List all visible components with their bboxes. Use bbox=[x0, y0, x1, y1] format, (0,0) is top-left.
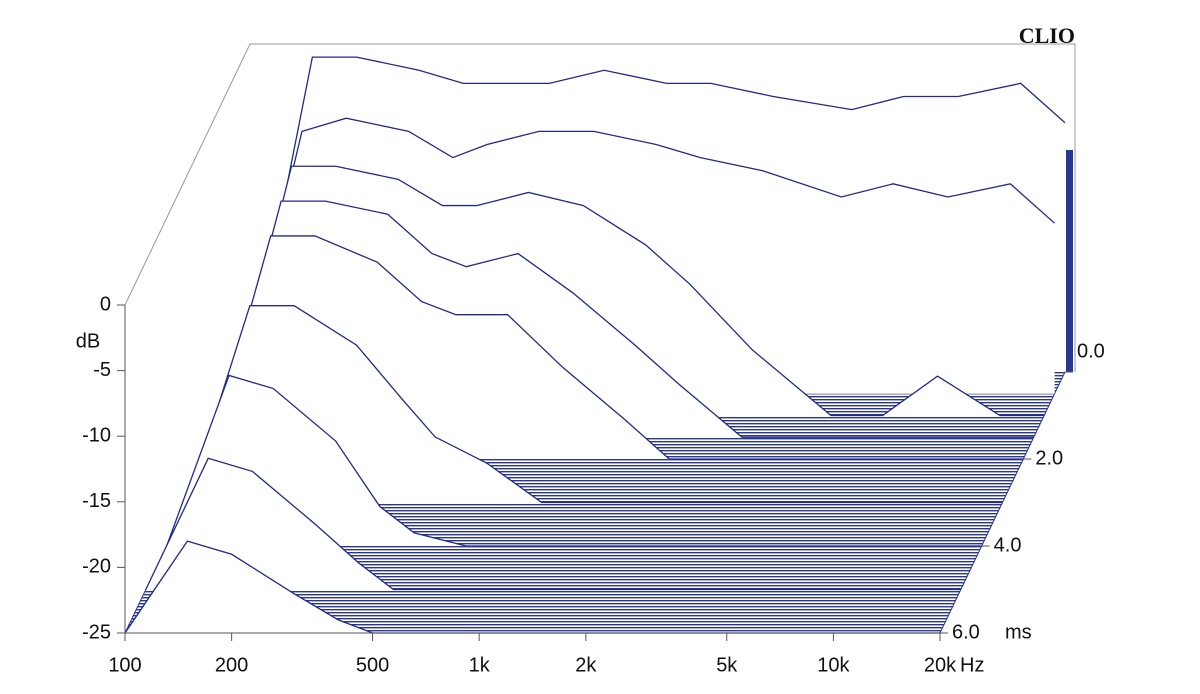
x-tick-label: 2k bbox=[575, 654, 597, 676]
z-tick-label: 4.0 bbox=[994, 534, 1022, 556]
slice-fill bbox=[166, 375, 982, 546]
y-tick-label: 0 bbox=[100, 293, 111, 315]
z-tick-label: 0.0 bbox=[1077, 340, 1105, 362]
z-unit: ms bbox=[1005, 621, 1032, 643]
z-tick-label: 6.0 bbox=[952, 621, 980, 643]
x-tick-label: 500 bbox=[356, 654, 389, 676]
slice-line bbox=[238, 117, 1056, 394]
y-unit: dB bbox=[76, 330, 100, 352]
slice-line bbox=[249, 56, 1066, 373]
slice-line bbox=[218, 200, 1034, 438]
y-tick-label: -20 bbox=[82, 556, 111, 578]
slice-line bbox=[207, 235, 1024, 460]
slice-fill bbox=[125, 541, 940, 633]
x-tick-label: 1k bbox=[469, 654, 491, 676]
slice-line bbox=[145, 457, 961, 591]
slice-fill bbox=[145, 458, 961, 590]
right-edge bbox=[1066, 150, 1073, 372]
x-tick-label: 100 bbox=[108, 654, 141, 676]
x-tick-label: 200 bbox=[215, 654, 248, 676]
slice-line bbox=[186, 305, 1003, 504]
slice-line bbox=[228, 165, 1045, 417]
z-tick-label: 2.0 bbox=[1035, 447, 1063, 469]
x-tick-label: 5k bbox=[716, 654, 738, 676]
x-tick-label: 20k bbox=[924, 654, 957, 676]
x-tick-label: 10k bbox=[817, 654, 850, 676]
y-tick-label: -15 bbox=[82, 490, 111, 512]
x-unit: Hz bbox=[960, 654, 984, 676]
y-tick-label: -5 bbox=[93, 359, 111, 381]
y-tick-label: -10 bbox=[82, 424, 111, 446]
slice-fill bbox=[187, 305, 1003, 503]
frame bbox=[124, 43, 1076, 372]
y-tick-label: -25 bbox=[82, 621, 111, 643]
surface bbox=[124, 56, 1066, 634]
brand: CLIO bbox=[1019, 23, 1075, 48]
slice-fill bbox=[208, 235, 1024, 459]
slice-line bbox=[166, 374, 982, 547]
